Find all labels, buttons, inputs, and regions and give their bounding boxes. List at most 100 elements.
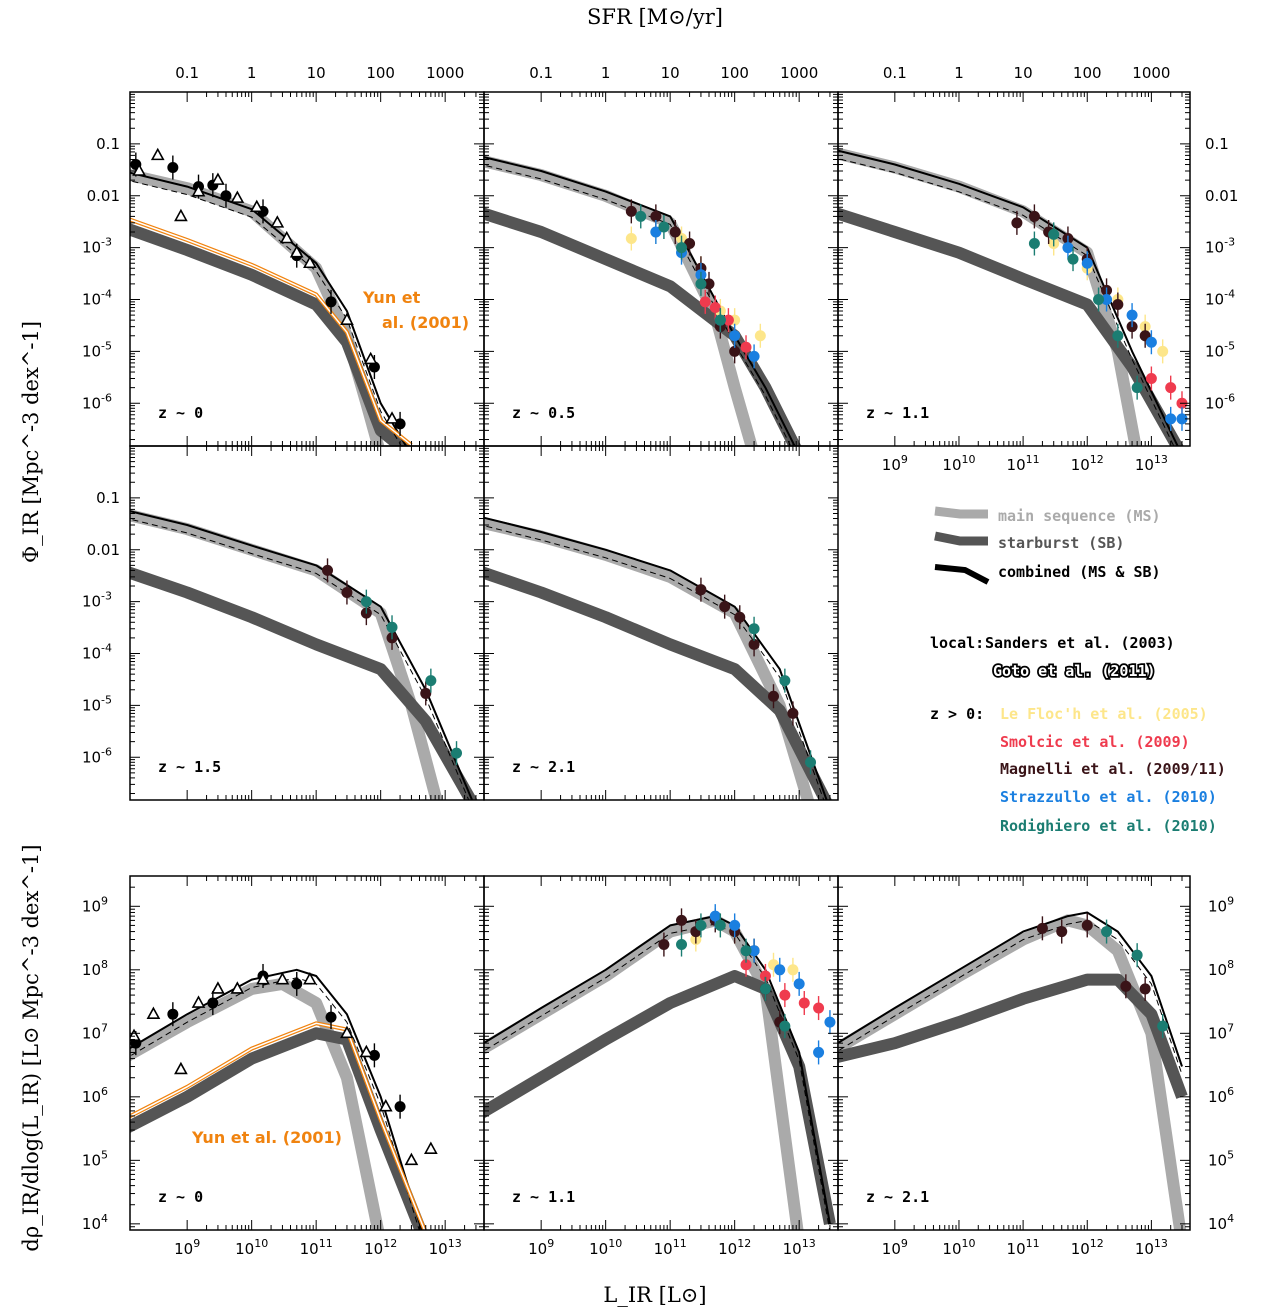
panel-frame [129,91,485,447]
density-x-tick-label: 109 [882,1237,908,1258]
sanders-point [325,1011,337,1023]
redshift-label: z ~ 2.1 [512,758,575,776]
redshift-label: z ~ 1.5 [158,758,221,776]
density-y-tick-label: 107 [82,1021,108,1042]
sfr-tick-label: 0.1 [175,64,199,82]
goto-point [211,981,225,994]
sfr-tick-label: 1 [601,64,611,82]
strazzullo-point [709,910,721,922]
goto-point [340,312,354,325]
goto-point [256,971,270,985]
magnelli-point [341,586,353,598]
sfr-tick-label: 10 [307,64,326,82]
smolcic-point [779,989,791,1001]
lf-y-tick-label: 10-5 [82,339,112,360]
series-combined-dashed [838,919,1183,1075]
sanders-point [291,978,303,990]
rodighiero-point [425,675,437,687]
density-y-tick-label-right: 109 [1208,894,1234,915]
redshift-label: z ~ 0 [158,1188,203,1206]
panel-frame [837,91,1191,447]
tick-marks [130,875,485,1231]
strazzullo-point [824,1016,836,1028]
legend-local-prefix: local: [930,634,984,652]
strazzullo-point [1176,413,1188,425]
lf-x-tick-label: 1013 [1135,453,1168,474]
lf-y-tick-label: 10-5 [82,693,112,714]
series-combined-dashed [838,158,1175,446]
density-x-tick-label: 1011 [654,1237,687,1258]
goto-point [363,351,378,365]
legend-combined-label: combined (MS & SB) [998,563,1161,581]
lf-y-tick-label: 0.1 [96,489,120,507]
redshift-label: z ~ 0 [158,404,203,422]
sanders-point [325,296,337,308]
smolcic-point [1165,382,1177,394]
sfr-tick-label: 1 [247,64,257,82]
smolcic-point [699,296,711,308]
lf-y-tick-label: 10-4 [82,642,112,663]
goto-point [174,1061,188,1075]
rodighiero-point [1048,228,1060,240]
lf-y-tick-label: 10-3 [82,590,112,611]
legend-smolcic: Smolcic et al. (2009) [1000,733,1190,751]
density-y-tick-label-right: 108 [1208,958,1234,979]
legend-strazzullo: Strazzullo et al. (2010) [1000,788,1217,806]
goto-point [303,971,317,985]
magnelli-point [1036,922,1048,934]
lf-y-tick-label: 0.1 [96,135,120,153]
smolcic-point [740,959,752,971]
lf-y-tick-label-right: 10-5 [1205,339,1235,360]
magnelli-point [669,226,681,238]
goto-point [132,163,146,176]
goto-point [270,215,285,228]
density-y-tick-label: 109 [82,894,108,915]
density-x-tick-label: 1012 [364,1237,397,1258]
magnelli-point [695,584,707,596]
lf-y-tick-label: 10-4 [82,288,112,309]
rodighiero-point [676,242,688,254]
density-x-tick-label: 1010 [235,1237,268,1258]
panel-frame [483,91,839,447]
panel-data [484,904,836,1230]
rodighiero-point [779,675,791,687]
tick-marks [838,875,1191,1231]
smolcic-point [722,314,734,326]
legend-combined-swatch [934,564,990,585]
density-x-tick-label: 1012 [718,1237,751,1258]
strazzullo-point [1126,309,1138,321]
density-x-tick-label: 1011 [300,1237,333,1258]
chart-panel-8: z ~ 2.1 [837,875,1191,1231]
tick-marks [484,445,839,800]
sfr-tick-label: 1000 [1132,64,1170,82]
smolcic-point [740,341,752,353]
density-y-tick-label: 108 [82,958,108,979]
sfr-tick-label: 100 [720,64,749,82]
chart-panel-4: z ~ 1.5 [129,445,485,801]
magnelli-point [1028,210,1040,222]
density-x-tick-label: 109 [528,1237,554,1258]
density-x-tick-label: 1010 [589,1237,622,1258]
rodighiero-point [360,596,372,608]
tick-marks [484,875,839,1231]
magnelli-point [1112,299,1124,311]
goto-point [424,1141,438,1154]
series-starburst [484,970,836,1225]
series-starburst [838,207,1184,446]
panel-data [130,509,478,800]
magnelli-point [1120,980,1132,992]
rodighiero-point [658,221,670,233]
legend-rodighiero: Rodighiero et al. (2010) [1000,817,1217,835]
lf-y-tick-label: 10-3 [82,236,112,257]
strazzullo-point [813,1046,825,1058]
magnelli-point [748,638,760,650]
lf-y-tick-label-right: 0.1 [1205,135,1229,153]
magnelli-point [719,601,731,613]
sfr-tick-label: 1 [954,64,964,82]
series-combined [484,156,796,446]
rodighiero-point [695,919,707,931]
legend-ms-label: main sequence (MS) [998,507,1161,525]
density-y-tick-label-right: 105 [1208,1148,1234,1169]
goto-point [230,981,245,994]
